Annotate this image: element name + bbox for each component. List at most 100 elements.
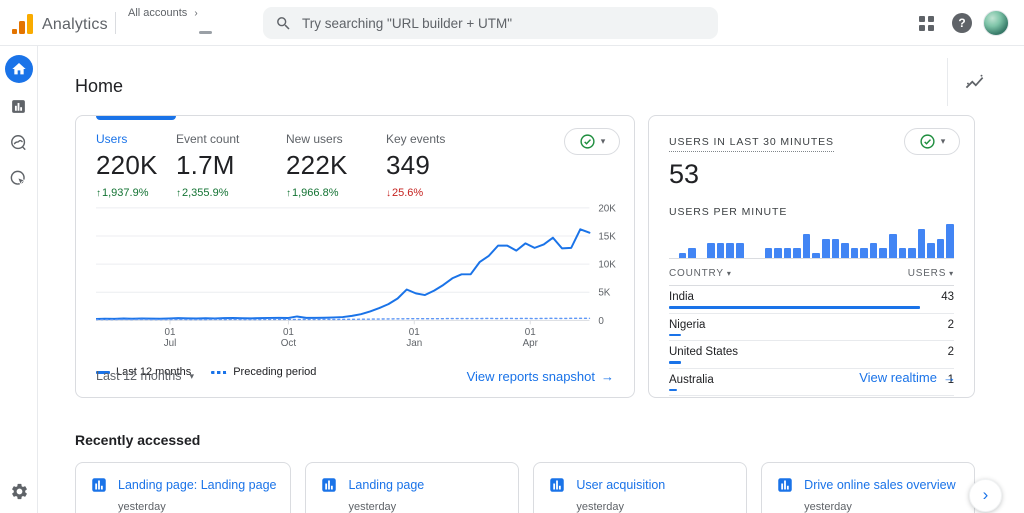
recent-report-card[interactable]: Drive online sales overview yesterday xyxy=(761,462,976,513)
recent-report-title: Landing page xyxy=(348,478,425,492)
help-button[interactable]: ? xyxy=(952,0,972,46)
arrow-right-icon: → xyxy=(943,370,956,385)
sidebar-item-reports[interactable] xyxy=(4,91,34,121)
minute-bar xyxy=(869,243,878,258)
country-name: India xyxy=(669,291,694,303)
topbar-divider xyxy=(115,12,116,34)
minute-bar xyxy=(812,253,820,258)
recent-report-time: yesterday xyxy=(804,501,852,513)
report-icon xyxy=(778,478,792,492)
recent-report-title: Drive online sales overview xyxy=(804,478,956,492)
sidebar-item-home[interactable] xyxy=(4,55,33,83)
metric-key-events[interactable]: Key events 349 ↓25.6% xyxy=(386,132,445,199)
view-realtime-link[interactable]: View realtime → xyxy=(859,370,956,385)
minute-bar xyxy=(793,248,801,258)
country-name: Australia xyxy=(669,373,714,386)
analytics-logo[interactable]: Analytics xyxy=(12,10,108,36)
metrics-row: Users 220K ↑1,937.9% Event count 1.7M ↑2,355.… xyxy=(76,116,634,199)
recent-report-card[interactable]: Landing page yesterday xyxy=(305,462,520,513)
country-column-label: COUNTRY xyxy=(669,268,724,279)
metric-label: Event count xyxy=(176,132,240,146)
country-users-bar xyxy=(669,361,681,364)
search-input[interactable]: Try searching "URL builder + UTM" xyxy=(263,7,718,39)
sidebar-item-explore[interactable] xyxy=(4,127,34,157)
minute-bar xyxy=(726,243,734,258)
country-row[interactable]: Australia 1 xyxy=(669,369,954,396)
recent-cards-row: Landing page: Landing page yesterday Landi… xyxy=(75,462,976,513)
date-range-value: Last 12 months xyxy=(96,369,182,383)
svg-text:01: 01 xyxy=(283,327,294,338)
minute-bar xyxy=(802,233,811,258)
insights-button[interactable] xyxy=(947,58,985,106)
country-users-value: 2 xyxy=(947,318,954,331)
legend-item: Preceding period xyxy=(211,366,316,378)
svg-text:15K: 15K xyxy=(598,231,616,242)
up-arrow-icon: ↑ xyxy=(96,188,101,199)
metric-value: 1.7M xyxy=(176,150,235,180)
minute-bar xyxy=(860,248,868,258)
apps-grid-button[interactable] xyxy=(919,0,934,46)
minute-bar xyxy=(841,243,849,258)
carousel-next-button[interactable]: › xyxy=(969,479,1002,512)
check-circle-icon xyxy=(580,134,595,149)
svg-text:0: 0 xyxy=(598,316,604,327)
minute-bar xyxy=(688,248,696,258)
recently-accessed-title: Recently accessed xyxy=(75,432,201,448)
chevron-right-icon: › xyxy=(982,485,989,504)
users-column-sort[interactable]: USERS ▾ xyxy=(908,268,954,279)
country-row[interactable]: Nigeria 2 xyxy=(669,314,954,341)
recent-report-card[interactable]: Landing page: Landing page yesterday xyxy=(75,462,292,513)
minute-bar xyxy=(716,243,725,258)
data-status-dropdown[interactable]: ▾ xyxy=(564,128,620,155)
arrow-right-icon: → xyxy=(601,368,614,384)
breadcrumb[interactable]: All accounts › xyxy=(128,7,198,19)
country-column-sort[interactable]: COUNTRY ▾ xyxy=(669,268,732,279)
legend-item: Last 12 months xyxy=(96,366,191,378)
country-users-value: 1 xyxy=(947,373,954,386)
metric-event-count[interactable]: Event count 1.7M ↑2,355.9% xyxy=(176,132,286,199)
country-table-body: India 43 Nigeria 2 United States 2 Australia 1 xyxy=(669,286,954,396)
metric-users[interactable]: Users 220K ↑1,937.9% xyxy=(96,132,176,199)
view-reports-snapshot-link[interactable]: View reports snapshot → xyxy=(467,369,614,384)
minute-bar xyxy=(707,243,715,258)
date-range-select[interactable]: Last 12 months ▾ xyxy=(96,369,194,383)
breadcrumb-chevron-icon: › xyxy=(194,8,198,19)
chart-legend: Last 12 months Preceding period xyxy=(96,366,634,378)
recent-report-card[interactable]: User acquisition yesterday xyxy=(533,462,748,513)
minute-bar xyxy=(831,238,840,258)
svg-text:01: 01 xyxy=(409,327,420,338)
bar-chart-icon xyxy=(12,99,25,113)
legend-swatch xyxy=(211,370,228,374)
minute-bar xyxy=(774,248,782,258)
analytics-logo-icon xyxy=(12,14,33,34)
svg-text:10K: 10K xyxy=(598,260,616,271)
home-icon xyxy=(11,63,26,75)
sidebar-item-admin[interactable] xyxy=(0,482,38,501)
minute-bar xyxy=(879,248,887,258)
report-icon xyxy=(322,478,337,492)
apps-grid-icon xyxy=(919,15,934,31)
sidebar-item-advertising[interactable] xyxy=(4,163,34,193)
chevron-down-icon: ▾ xyxy=(726,269,732,278)
chevron-down-icon: ▾ xyxy=(189,370,194,381)
minute-bar xyxy=(783,248,792,258)
recent-report-time: yesterday xyxy=(118,501,166,513)
realtime-status-dropdown[interactable]: ▾ xyxy=(904,128,960,155)
users-per-minute-chart xyxy=(669,223,954,259)
metric-new-users[interactable]: New users 222K ↑1,966.8% xyxy=(286,132,386,199)
account-button[interactable] xyxy=(983,0,1009,46)
country-row[interactable]: India 43 xyxy=(669,286,954,314)
svg-text:5K: 5K xyxy=(598,288,610,299)
avatar xyxy=(983,10,1009,36)
left-nav-sidebar xyxy=(0,46,38,513)
country-row[interactable]: United States 2 xyxy=(669,341,954,369)
svg-text:20K: 20K xyxy=(598,203,616,214)
metric-label: New users xyxy=(286,132,343,146)
minute-bar xyxy=(822,238,830,258)
metric-value: 349 xyxy=(386,150,430,180)
svg-text:Jan: Jan xyxy=(406,338,422,349)
country-users-value: 2 xyxy=(947,346,954,358)
active-metric-tab-indicator xyxy=(96,116,176,120)
minute-bar xyxy=(850,248,859,258)
